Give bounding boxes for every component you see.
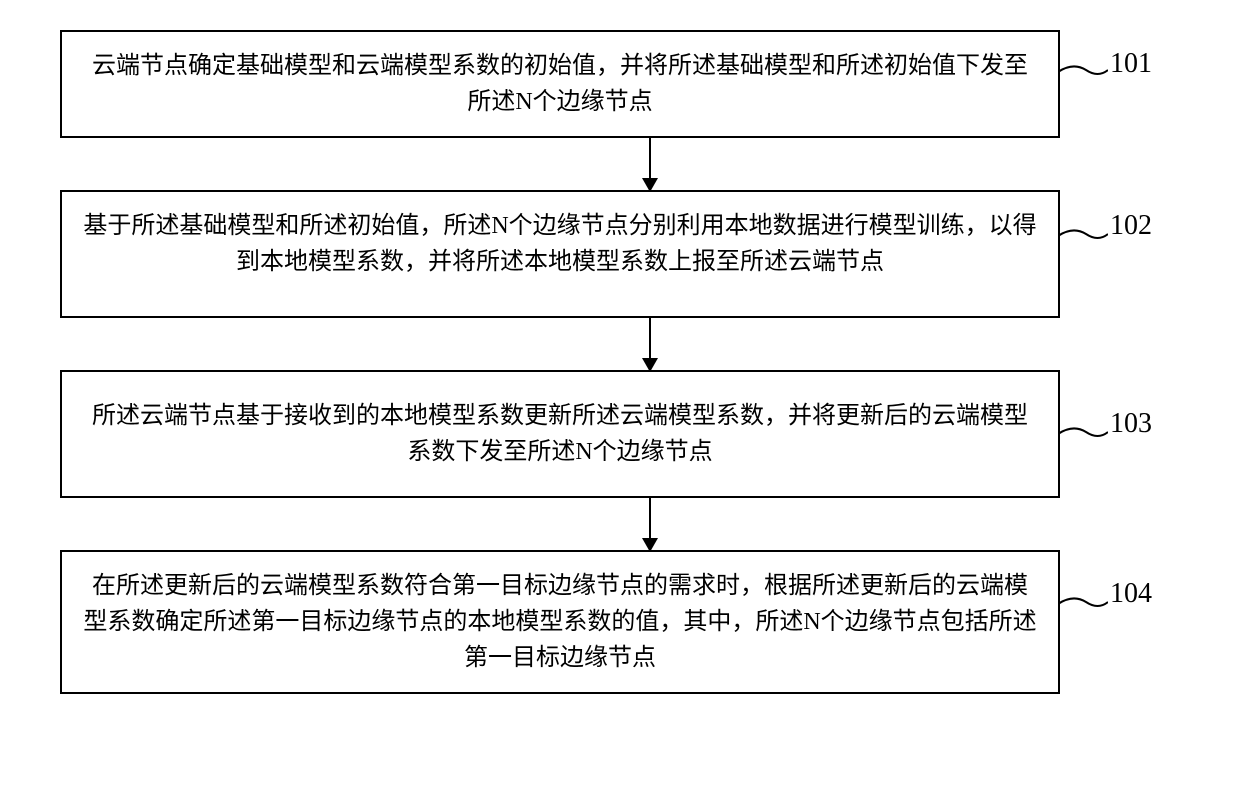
step-label-103: 103: [1110, 408, 1152, 440]
step-box-104: 在所述更新后的云端模型系数符合第一目标边缘节点的需求时，根据所述更新后的云端模型…: [60, 550, 1060, 694]
step-label-101: 101: [1110, 48, 1152, 80]
step-text-103: 所述云端节点基于接收到的本地模型系数更新所述云端模型系数，并将更新后的云端模型系…: [82, 398, 1038, 470]
step-row-101: 云端节点确定基础模型和云端模型系数的初始值，并将所述基础模型和所述初始值下发至所…: [0, 30, 1240, 138]
step-label-102: 102: [1110, 210, 1152, 242]
arrow-3: [649, 498, 651, 550]
arrow-2: [649, 318, 651, 370]
step-box-103: 所述云端节点基于接收到的本地模型系数更新所述云端模型系数，并将更新后的云端模型系…: [60, 370, 1060, 498]
step-text-104: 在所述更新后的云端模型系数符合第一目标边缘节点的需求时，根据所述更新后的云端模型…: [82, 568, 1038, 676]
label-curve-104: [1058, 592, 1108, 616]
step-label-104: 104: [1110, 578, 1152, 610]
step-box-101: 云端节点确定基础模型和云端模型系数的初始值，并将所述基础模型和所述初始值下发至所…: [60, 30, 1060, 138]
step-box-102: 基于所述基础模型和所述初始值，所述N个边缘节点分别利用本地数据进行模型训练，以得…: [60, 190, 1060, 318]
label-curve-102: [1058, 224, 1108, 248]
arrow-container-2: [120, 318, 1120, 370]
step-text-101: 云端节点确定基础模型和云端模型系数的初始值，并将所述基础模型和所述初始值下发至所…: [92, 53, 1028, 115]
step-row-103: 所述云端节点基于接收到的本地模型系数更新所述云端模型系数，并将更新后的云端模型系…: [0, 370, 1240, 498]
step-text-102: 基于所述基础模型和所述初始值，所述N个边缘节点分别利用本地数据进行模型训练，以得…: [83, 213, 1036, 275]
arrow-1: [649, 138, 651, 190]
label-curve-103: [1058, 422, 1108, 446]
step-row-102: 基于所述基础模型和所述初始值，所述N个边缘节点分别利用本地数据进行模型训练，以得…: [0, 190, 1240, 318]
label-curve-101: [1058, 60, 1108, 84]
arrow-container-1: [120, 138, 1120, 190]
flowchart-container: 云端节点确定基础模型和云端模型系数的初始值，并将所述基础模型和所述初始值下发至所…: [0, 30, 1240, 694]
step-row-104: 在所述更新后的云端模型系数符合第一目标边缘节点的需求时，根据所述更新后的云端模型…: [0, 550, 1240, 694]
arrow-container-3: [120, 498, 1120, 550]
